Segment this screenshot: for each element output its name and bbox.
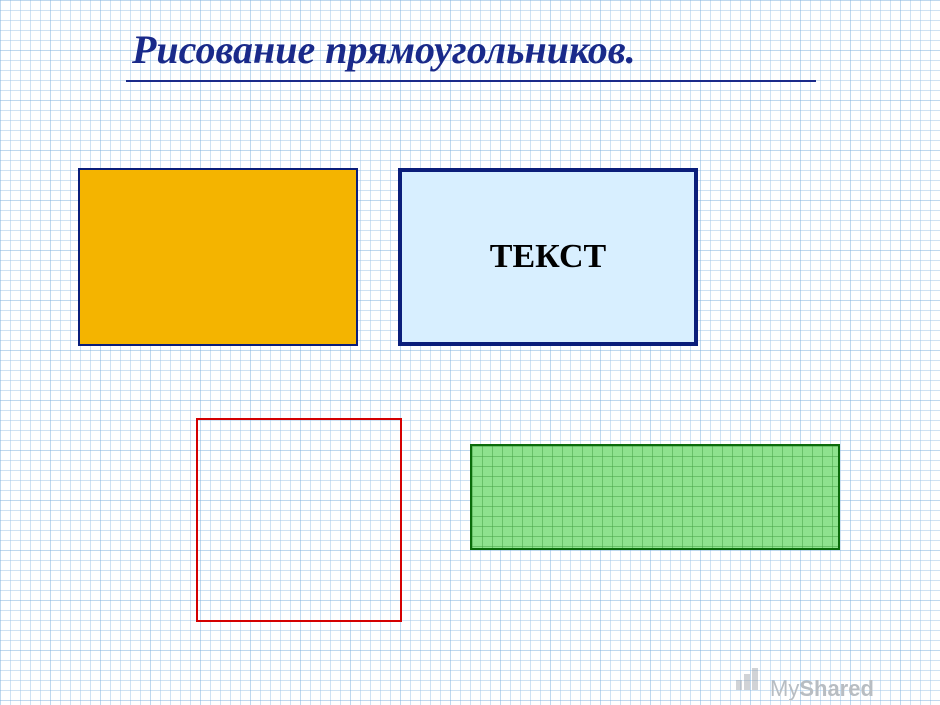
- orange-rectangle: [78, 168, 358, 346]
- watermark-text-a: My: [770, 676, 799, 701]
- slide-canvas: Рисование прямоугольников. ТЕКСТ MyShare…: [0, 0, 940, 705]
- green-grid-rectangle: [470, 444, 840, 550]
- background-grid: [0, 0, 940, 705]
- text-rectangle-label: ТЕКСТ: [490, 238, 606, 276]
- watermark-text: MyShared: [770, 676, 874, 702]
- watermark-text-b: Shared: [799, 676, 874, 701]
- green-inner-grid: [472, 446, 838, 548]
- text-rectangle: ТЕКСТ: [398, 168, 698, 346]
- title-underline: [126, 80, 816, 82]
- watermark-icon: [736, 668, 764, 690]
- red-outline-rectangle: [196, 418, 402, 622]
- slide-title: Рисование прямоугольников.: [132, 26, 636, 73]
